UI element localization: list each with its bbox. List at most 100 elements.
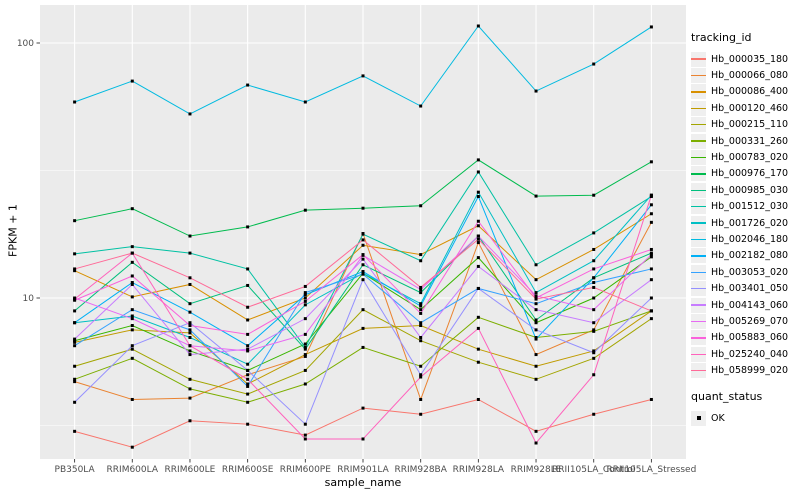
legend-item-label: Hb_005883_060 [711,332,789,344]
legend: tracking_id Hb_000035_180 Hb_000066_080 Hb… [691,31,800,426]
data-point-marker [534,441,538,445]
legend-line-key-icon [691,117,706,133]
data-point-marker [476,234,480,238]
x-tick-label: RRIM901LA [337,465,389,475]
data-point-marker [303,291,307,295]
data-point-marker [649,25,653,29]
data-point-marker [534,364,538,368]
data-point-marker [534,297,538,301]
legend-title-tracking-id: tracking_id [691,31,752,44]
legend-line-key-icon [691,313,706,329]
data-point-marker [649,397,653,401]
legend-item-Hb_005269_070: Hb_005269_070 [691,313,800,329]
data-point-marker [592,259,596,263]
legend-item-Hb_001512_030: Hb_001512_030 [691,199,800,215]
data-point-marker [303,296,307,300]
data-point-marker [246,318,250,322]
data-point-marker [419,291,423,295]
data-point-marker [73,269,77,273]
legend-item-Hb_001726_020: Hb_001726_020 [691,215,800,231]
data-point-marker [476,360,480,364]
data-point-marker [303,317,307,321]
data-point-marker [303,332,307,336]
legend-item-Hb_000215_110: Hb_000215_110 [691,117,800,133]
data-point-marker [649,247,653,251]
data-point-marker [130,245,134,249]
data-point-marker [188,251,192,255]
data-point-marker [476,286,480,290]
data-point-marker [649,317,653,321]
legend-line-key-icon [691,199,706,215]
legend-item-label: Hb_001512_030 [711,201,789,213]
x-axis-title: sample_name [324,476,402,489]
data-point-marker [188,321,192,325]
data-point-marker [361,257,365,261]
data-point-marker [419,304,423,308]
data-point-marker [361,272,365,276]
data-point-marker [73,340,77,344]
data-point-marker [649,309,653,313]
data-point-marker [130,274,134,278]
data-point-marker [188,353,192,357]
legend-item-label: Hb_000086_400 [711,86,789,98]
data-point-marker [476,326,480,330]
data-point-marker [303,354,307,358]
x-tick-label: RRIM928LA [453,465,505,475]
data-point-marker [188,396,192,400]
data-point-marker [73,309,77,313]
legend-item-label: Hb_001726_020 [711,217,789,229]
data-point-marker [130,397,134,401]
legend-item-Hb_000331_260: Hb_000331_260 [691,133,800,149]
legend-item-Hb_058999_020: Hb_058999_020 [691,362,800,379]
data-point-marker [246,373,250,377]
x-tick-label: RRIM600PE [280,465,332,475]
legend-line-key-icon [691,133,706,149]
data-point-marker [73,219,77,223]
legend-item-label: Hb_000066_080 [711,70,789,82]
data-point-marker [419,311,423,315]
legend-item-Hb_000066_080: Hb_000066_080 [691,67,800,84]
data-point-marker [130,347,134,351]
data-point-marker [534,294,538,298]
legend-line-key-icon [691,100,706,116]
legend-item-label: Hb_000035_180 [711,53,789,65]
data-point-marker [534,353,538,357]
legend-item-Hb_000985_030: Hb_000985_030 [691,182,800,198]
data-point-marker [188,349,192,353]
y-tick-label: 10 [23,294,35,304]
x-tick-label: RRIM600SE [222,465,274,475]
data-point-marker [419,324,423,328]
data-point-marker [649,160,653,164]
data-point-marker [73,429,77,433]
legend-item-Hb_002046_180: Hb_002046_180 [691,231,800,247]
x-tick-label: RRIM600LA [107,465,159,475]
data-point-marker [73,400,77,404]
legend-item-Hb_000086_400: Hb_000086_400 [691,84,800,100]
data-point-marker [246,400,250,404]
data-point-marker [476,158,480,162]
data-point-marker [361,437,365,441]
legend-line-key-icon [691,330,706,346]
legend-item-label: Hb_005269_070 [711,315,789,327]
data-point-marker [303,422,307,426]
legend-items-list: Hb_000035_180 Hb_000066_080 Hb_000086_400 H… [691,51,800,379]
data-point-marker [130,308,134,312]
data-point-marker [130,251,134,255]
data-point-marker [361,74,365,78]
legend-line-key-icon [691,182,706,198]
data-point-marker [361,206,365,210]
data-point-marker [188,331,192,335]
legend-line-key-icon [691,84,706,100]
legend-item-Hb_005883_060: Hb_005883_060 [691,330,800,346]
data-point-marker [476,397,480,401]
data-point-marker [476,190,480,194]
data-point-marker [476,237,480,241]
data-point-marker [73,100,77,104]
data-point-marker [592,349,596,353]
data-point-marker [303,433,307,437]
data-point-marker [73,252,77,256]
data-point-marker [592,247,596,251]
data-point-marker [188,377,192,381]
legend-line-key-icon [691,264,706,280]
